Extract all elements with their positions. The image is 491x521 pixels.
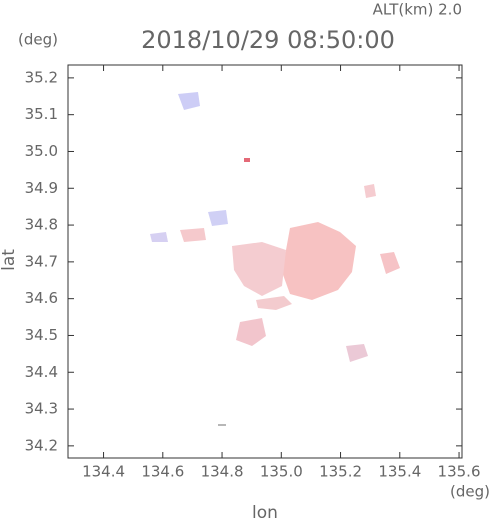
x-unit: (deg)	[450, 483, 490, 501]
y-tick-label: 35.2	[25, 68, 58, 86]
y-unit: (deg)	[18, 31, 58, 49]
y-tick-label: 34.6	[25, 289, 58, 307]
y-tick-label: 34.4	[25, 363, 58, 381]
radar-echoes	[150, 92, 400, 426]
x-tick-label: 134.4	[82, 463, 125, 481]
y-axis-label: lat	[0, 249, 19, 271]
x-tick-label: 134.8	[201, 463, 244, 481]
altitude: ALT(km) 2.0	[373, 1, 462, 19]
y-tick-label: 34.3	[25, 400, 58, 418]
y-tick-label: 34.2	[25, 436, 58, 454]
y-tick-label: 35.1	[25, 105, 58, 123]
y-tick-label: 34.5	[25, 326, 58, 344]
chart-title: 2018/10/29 08:50:00	[141, 26, 395, 54]
y-tick-label: 35.0	[25, 142, 58, 160]
y-tick-label: 34.9	[25, 179, 58, 197]
x-tick-label: 135.6	[438, 463, 481, 481]
y-tick-label: 34.7	[25, 252, 58, 270]
x-tick-label: 135.4	[378, 463, 421, 481]
x-tick-label: 134.6	[141, 463, 184, 481]
x-tick-label: 135.2	[319, 463, 362, 481]
y-tick-label: 34.8	[25, 216, 58, 234]
x-axis-label: lon	[252, 503, 278, 521]
x-tick-label: 135.0	[260, 463, 303, 481]
